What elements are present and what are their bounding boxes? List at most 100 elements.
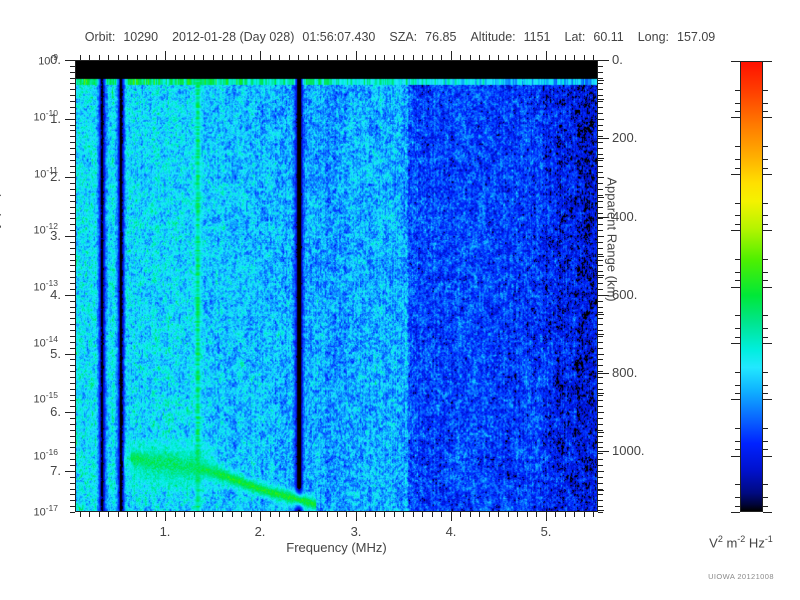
colorbar-tick-label: 10-10 bbox=[33, 108, 58, 124]
x-tick-label: 3. bbox=[350, 524, 362, 539]
axis-tick bbox=[598, 166, 603, 167]
axis-tick bbox=[70, 224, 75, 225]
axis-tick bbox=[555, 55, 556, 60]
colorbar-minor-tick bbox=[763, 280, 768, 281]
axis-tick bbox=[70, 330, 75, 331]
axis-tick bbox=[598, 148, 603, 149]
axis-tick bbox=[598, 66, 603, 67]
axis-tick bbox=[270, 512, 271, 517]
axis-tick bbox=[598, 172, 603, 173]
colorbar-minor-tick bbox=[735, 428, 740, 429]
axis-tick bbox=[232, 512, 233, 517]
axis-tick bbox=[70, 265, 75, 266]
axis-tick bbox=[460, 55, 461, 60]
axis-tick bbox=[70, 83, 75, 84]
axis-tick bbox=[184, 512, 185, 517]
colorbar-minor-tick bbox=[763, 272, 768, 273]
credit-text: UIOWA 20121008 bbox=[708, 572, 774, 581]
axis-tick bbox=[593, 55, 594, 60]
axis-tick bbox=[65, 119, 75, 120]
axis-tick bbox=[70, 101, 75, 102]
axis-tick bbox=[317, 55, 318, 60]
y-tick-label: 1. bbox=[50, 111, 61, 126]
axis-tick bbox=[203, 512, 204, 517]
axis-tick bbox=[598, 271, 603, 272]
axis-tick bbox=[598, 130, 603, 131]
axis-tick bbox=[598, 393, 604, 394]
axis-tick bbox=[70, 78, 75, 79]
axis-tick bbox=[422, 55, 423, 60]
x-tick-label: 5. bbox=[540, 524, 552, 539]
colorbar-minor-tick bbox=[735, 385, 740, 386]
axis-tick bbox=[298, 512, 299, 517]
axis-tick bbox=[118, 512, 119, 517]
colorbar-tick bbox=[763, 456, 772, 457]
altitude-label: Altitude: bbox=[470, 30, 516, 44]
x-tick-label: 4. bbox=[445, 524, 457, 539]
axis-tick bbox=[470, 512, 471, 517]
colorbar-minor-tick bbox=[735, 215, 740, 216]
y-tick-label: 0. bbox=[50, 52, 61, 67]
axis-tick bbox=[593, 512, 594, 517]
axis-tick bbox=[70, 183, 75, 184]
colorbar-minor-tick bbox=[763, 111, 768, 112]
axis-tick bbox=[70, 459, 75, 460]
axis-tick bbox=[232, 55, 233, 60]
axis-tick bbox=[365, 512, 366, 517]
y2-axis-title: Apparent Range (km) bbox=[604, 177, 620, 302]
axis-tick bbox=[70, 154, 75, 155]
axis-tick bbox=[65, 177, 75, 178]
axis-tick bbox=[598, 301, 603, 302]
colorbar-tick-label: 10-17 bbox=[33, 503, 58, 519]
axis-tick bbox=[70, 66, 75, 67]
axis-tick bbox=[598, 389, 603, 390]
axis-tick bbox=[489, 512, 490, 517]
axis-tick bbox=[327, 512, 328, 517]
axis-tick bbox=[70, 442, 75, 443]
axis-tick bbox=[70, 271, 75, 272]
axis-tick bbox=[598, 248, 603, 249]
axis-tick bbox=[598, 138, 609, 139]
spectrogram-plot-area bbox=[75, 60, 598, 512]
axis-tick bbox=[546, 51, 547, 60]
axis-tick bbox=[70, 307, 75, 308]
axis-tick bbox=[508, 55, 509, 60]
axis-tick bbox=[241, 55, 242, 60]
axis-tick bbox=[289, 512, 290, 517]
colorbar-minor-tick bbox=[735, 280, 740, 281]
axis-tick bbox=[70, 377, 75, 378]
axis-tick bbox=[70, 72, 75, 73]
axis-tick bbox=[384, 55, 385, 60]
axis-tick bbox=[175, 512, 176, 517]
axis-tick bbox=[598, 213, 603, 214]
colorbar-minor-tick bbox=[763, 393, 768, 394]
axis-tick bbox=[70, 230, 75, 231]
axis-tick bbox=[70, 359, 75, 360]
axis-tick bbox=[598, 275, 604, 276]
axis-tick bbox=[394, 55, 395, 60]
axis-tick bbox=[598, 459, 603, 460]
axis-tick bbox=[70, 148, 75, 149]
axis-tick bbox=[298, 55, 299, 60]
colorbar-minor-tick bbox=[735, 393, 740, 394]
y-tick-label: 4. bbox=[50, 287, 61, 302]
colorbar-minor-tick bbox=[735, 372, 740, 373]
axis-tick bbox=[184, 55, 185, 60]
colorbar-minor-tick bbox=[763, 372, 768, 373]
axis-tick bbox=[527, 55, 528, 60]
axis-tick bbox=[489, 55, 490, 60]
colorbar-tick bbox=[731, 174, 740, 175]
colorbar-minor-tick bbox=[735, 441, 740, 442]
colorbar-tick-label: 10-11 bbox=[34, 165, 58, 181]
x-tick-label: 2. bbox=[254, 524, 266, 539]
axis-tick bbox=[251, 55, 252, 60]
colorbar-minor-tick bbox=[763, 90, 768, 91]
axis-tick bbox=[70, 130, 75, 131]
axis-tick bbox=[260, 512, 261, 521]
axis-tick bbox=[70, 400, 75, 401]
axis-tick bbox=[598, 432, 604, 433]
colorbar-minor-tick bbox=[735, 497, 740, 498]
axis-tick bbox=[137, 55, 138, 60]
colorbar-tick-label: 10-9 bbox=[38, 52, 58, 68]
axis-tick bbox=[70, 371, 75, 372]
